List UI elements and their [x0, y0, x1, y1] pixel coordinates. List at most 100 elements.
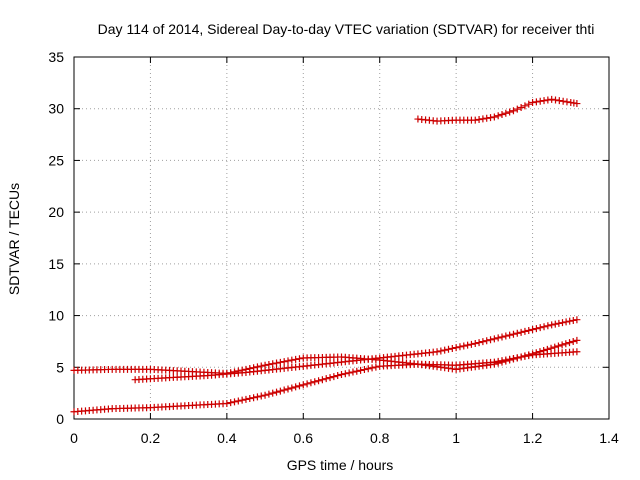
data-marker-series-4: [483, 114, 491, 122]
data-marker-series-2: [292, 383, 300, 391]
data-point-series-3: [573, 316, 581, 324]
data-marker-series-3: [487, 336, 495, 344]
grid-lines: [74, 57, 609, 419]
data-marker-series-3: [456, 343, 464, 351]
data-marker-series-2: [318, 376, 326, 384]
data-marker-series-2: [372, 363, 380, 371]
data-marker-series-3: [494, 334, 502, 342]
data-marker-series-3: [498, 333, 506, 341]
y-tick-label: 20: [48, 204, 64, 220]
data-marker-series-2: [368, 364, 376, 372]
y-tick-label: 35: [48, 49, 64, 65]
data-marker-series-2: [326, 374, 334, 382]
data-point-series-1: [573, 348, 581, 356]
data-marker-series-2: [280, 386, 288, 394]
data-marker-series-3: [566, 317, 574, 325]
y-tick-label: 30: [48, 101, 64, 117]
data-marker-series-3: [460, 342, 468, 350]
data-marker-series-2: [562, 340, 570, 348]
data-marker-series-3: [506, 331, 514, 339]
data-point-series-2: [223, 399, 231, 407]
x-tick-label: 1.4: [599, 430, 619, 446]
data-marker-series-3: [437, 347, 445, 355]
data-marker-series-4: [555, 97, 563, 105]
data-points: [70, 95, 581, 416]
data-marker-series-1: [295, 355, 303, 363]
data-marker-series-2: [498, 358, 506, 366]
data-marker-series-2: [269, 389, 277, 397]
data-point-series-2: [299, 381, 307, 389]
data-marker-series-1: [273, 359, 281, 367]
plot-area-frame: [73, 56, 610, 420]
data-marker-series-1: [292, 355, 300, 363]
x-tick-label: 1: [452, 430, 460, 446]
data-point-series-4: [529, 99, 537, 107]
data-marker-series-4: [540, 97, 548, 105]
data-marker-series-4: [563, 98, 571, 106]
data-marker-series-2: [543, 345, 551, 353]
data-marker-series-3: [479, 338, 487, 346]
data-marker-series-2: [231, 398, 238, 406]
data-marker-series-2: [525, 351, 533, 359]
data-marker-series-2: [364, 365, 372, 373]
data-marker-series-2: [238, 396, 246, 404]
y-tick-label: 25: [48, 152, 64, 168]
y-axis-label: SDTVAR / TECUs: [6, 183, 22, 295]
data-marker-series-2: [551, 343, 559, 351]
data-marker-series-4: [494, 112, 502, 120]
y-tick-labels: 0 5 10 15 20 25 30 35: [48, 49, 64, 427]
data-marker-series-2: [288, 384, 296, 392]
data-marker-series-1: [284, 357, 292, 365]
data-marker-series-2: [521, 352, 529, 360]
y-tick-label: 10: [48, 308, 64, 324]
x-tick-labels: 0 0.2 0.4 0.6 0.8 1 1.2 1.4: [70, 430, 619, 446]
data-marker-series-2: [273, 388, 281, 396]
data-marker-series-4: [506, 108, 514, 116]
axis-ticks: [73, 56, 610, 420]
data-point-series-2: [338, 371, 345, 379]
data-marker-series-2: [341, 370, 349, 378]
data-marker-series-2: [265, 390, 273, 398]
data-marker-series-3: [513, 329, 521, 337]
x-tick-label: 1.2: [523, 430, 543, 446]
data-marker-series-3: [558, 319, 566, 327]
data-marker-series-2: [360, 366, 368, 374]
data-marker-series-3: [555, 319, 563, 327]
data-marker-series-4: [544, 96, 552, 104]
data-marker-series-4: [521, 102, 529, 110]
data-marker-series-2: [547, 344, 555, 352]
data-marker-series-2: [315, 377, 323, 385]
data-marker-series-2: [330, 373, 338, 381]
data-marker-series-2: [566, 339, 574, 347]
data-marker-series-2: [536, 348, 544, 356]
y-tick-label: 15: [48, 256, 64, 272]
y-tick-label: 5: [56, 359, 64, 375]
x-tick-label: 0: [70, 430, 78, 446]
data-marker-series-3: [445, 345, 452, 353]
data-marker-series-3: [475, 339, 483, 347]
data-point-series-4: [471, 116, 479, 124]
data-marker-series-2: [513, 354, 521, 362]
data-marker-series-4: [532, 98, 540, 106]
data-marker-series-2: [509, 355, 517, 363]
data-marker-series-3: [452, 344, 460, 352]
data-marker-series-2: [284, 385, 292, 393]
data-marker-series-3: [525, 326, 533, 334]
data-marker-series-3: [532, 325, 540, 333]
data-marker-series-3: [551, 320, 559, 328]
data-marker-series-3: [441, 346, 449, 354]
data-marker-series-2: [307, 379, 315, 387]
data-point-series-4: [490, 113, 498, 121]
data-marker-series-2: [295, 382, 303, 390]
data-point-series-3: [471, 339, 479, 347]
data-marker-series-3: [448, 344, 456, 352]
data-marker-series-2: [353, 367, 361, 375]
data-marker-series-2: [502, 357, 510, 365]
data-marker-series-4: [513, 105, 521, 113]
y-tick-label: 0: [56, 411, 64, 427]
x-axis-label: GPS time / hours: [287, 457, 394, 473]
data-marker-series-2: [234, 397, 242, 405]
data-marker-series-4: [536, 97, 544, 105]
